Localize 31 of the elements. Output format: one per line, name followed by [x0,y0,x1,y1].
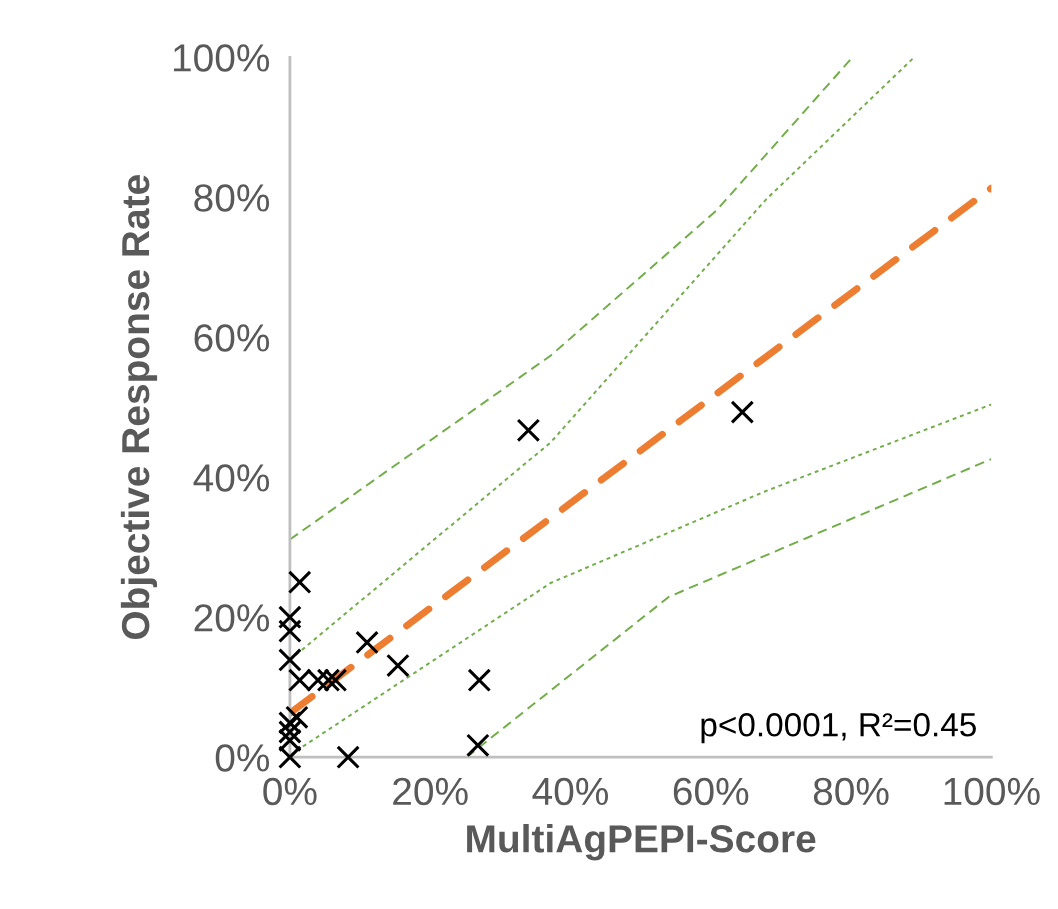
point [730,400,755,424]
point [336,745,360,770]
annotation: p<0.0001, R²=0.45 [701,713,976,744]
y-tick-label: 20% [194,604,270,632]
point [386,653,410,678]
x-tick-label: 40% [532,777,609,806]
x-tick-label: 60% [673,777,749,806]
point [278,711,302,735]
y-tick-label: 60% [194,324,270,352]
point [278,619,302,644]
y-tick-label: 100% [173,44,270,72]
point [516,418,541,443]
point [278,605,302,630]
y-tick-label: 0% [215,744,270,772]
y-tick-label: 80% [194,184,270,212]
point [355,630,379,655]
x-tick-label: 100% [944,777,1040,806]
x-tick-label: 0% [263,777,317,806]
x-axis-title: MultiAgPEPI-Score [467,824,816,861]
y-axis-title: Objective Response Rate [120,175,158,640]
point [466,733,490,758]
line-series [289,57,854,541]
y-tick-label: 40% [193,464,270,492]
point [316,668,341,693]
point [278,728,302,753]
point [278,720,302,744]
point [285,705,309,730]
x-tick-label: 80% [813,777,889,806]
point [287,570,312,595]
point [467,668,492,693]
x-tick-label: 20% [393,777,468,806]
